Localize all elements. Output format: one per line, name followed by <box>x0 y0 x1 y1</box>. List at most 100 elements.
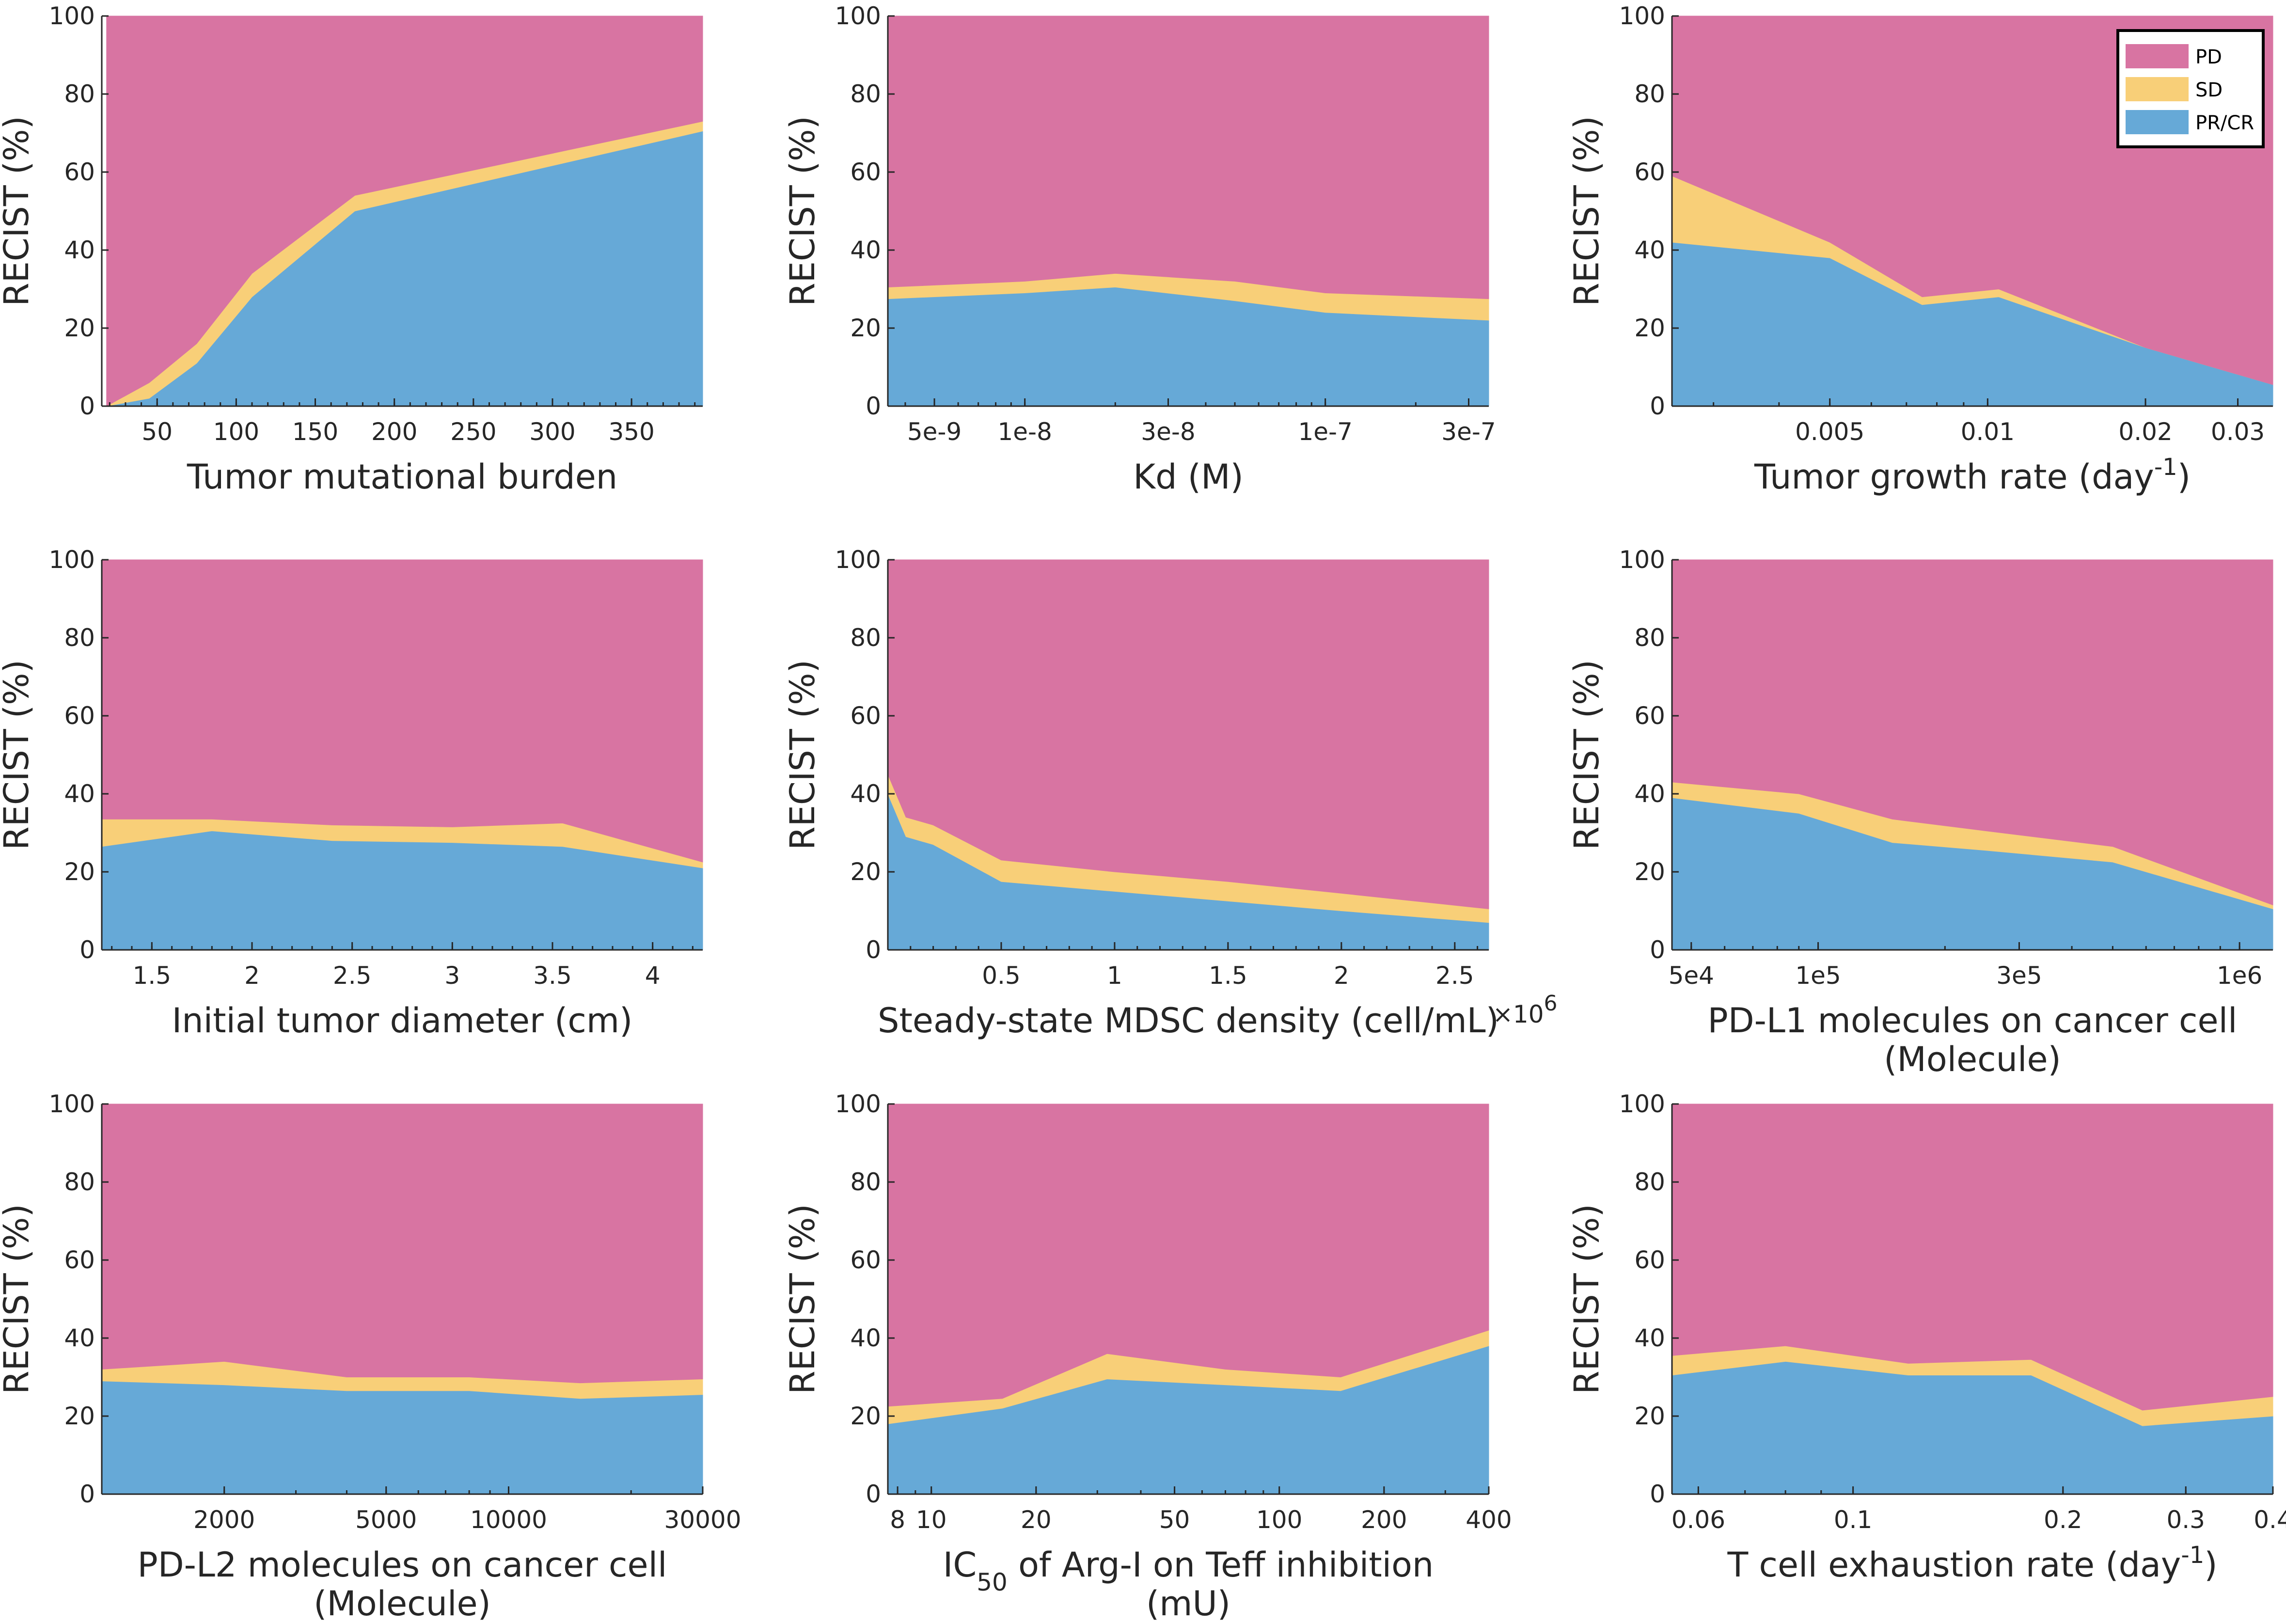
chart-panel-1: 0 20 40 60 80 100 50 100 150 200 250 300 350 RECIST (… <box>0 2 703 497</box>
x-tick-label: 50 <box>142 418 173 446</box>
y-axis-label: RECIST (%) <box>1567 660 1607 850</box>
x-tick-label: 3 <box>444 962 460 990</box>
x-axis-label-superscript: -1 <box>2154 454 2177 481</box>
x-axis-label: Initial tumor diameter (cm) <box>172 1001 633 1041</box>
x-tick-label: 0.02 <box>2118 418 2172 446</box>
y-axis-label: RECIST (%) <box>1567 116 1607 306</box>
y-axis-label: RECIST (%) <box>783 1204 822 1394</box>
y-axis-label: RECIST (%) <box>783 660 822 850</box>
x-tick-label: 2000 <box>193 1506 255 1534</box>
y-tick-label: 20 <box>64 1402 95 1430</box>
legend-swatch-pd <box>2126 44 2189 68</box>
y-tick-label: 0 <box>79 1480 95 1508</box>
chart-panel-3: 0 20 40 60 80 100 0.005 0.01 0.02 0.03 RECIST (%) T… <box>1567 2 2273 497</box>
x-tick-label: 1 <box>1107 962 1122 990</box>
y-tick-label: 80 <box>850 1168 881 1196</box>
x-tick-label: 0.03 <box>2211 418 2265 446</box>
y-tick-label: 100 <box>1619 2 1665 30</box>
x-axis-multiplier: ×106 <box>1493 991 1558 1029</box>
x-tick-label: 0.1 <box>1834 1506 1873 1534</box>
x-axis-label-text: PD-L1 molecules on cancer cell <box>1708 1001 2238 1041</box>
x-axis-label-subscript: 50 <box>977 1568 1008 1596</box>
y-tick-label: 20 <box>850 1402 881 1430</box>
x-axis-label: Steady-state MDSC density (cell/mL) <box>878 1001 1499 1041</box>
chart-panel-2: 0 20 40 60 80 100 5e-9 1e-8 3e-8 1e-7 3e-7 RECIST (… <box>783 2 1496 497</box>
y-tick-label: 80 <box>64 1168 95 1196</box>
area-prcr <box>101 1381 703 1495</box>
x-axis-label: T cell exhaustion rate (day-1) <box>1727 1542 2217 1585</box>
chart-panel-7: 0 20 40 60 80 100 2000 5000 10000 30000 RECIST (%)… <box>0 1090 741 1624</box>
y-tick-label: 60 <box>64 702 95 730</box>
x-tick-label: 20 <box>1021 1506 1052 1534</box>
y-tick-label: 40 <box>64 780 95 808</box>
legend-swatch-sd <box>2126 77 2189 101</box>
x-tick-label: 5e4 <box>1669 962 1714 990</box>
y-tick-label: 40 <box>850 1324 881 1352</box>
y-tick-label: 0 <box>866 1480 881 1508</box>
legend-label-sd: SD <box>2195 79 2223 101</box>
y-tick-label: 100 <box>835 2 881 30</box>
area-pd <box>1671 1104 2273 1411</box>
x-tick-label: 0.3 <box>2166 1506 2205 1534</box>
x-tick-label: 3e-7 <box>1441 418 1496 446</box>
x-tick-label: 10 <box>916 1506 947 1534</box>
area-pd <box>1671 559 2273 906</box>
y-tick-label: 20 <box>64 858 95 886</box>
x-tick-label: 2 <box>1334 962 1349 990</box>
y-tick-label: 100 <box>49 1090 95 1118</box>
y-tick-label: 100 <box>835 1090 881 1118</box>
y-tick-label: 40 <box>1634 1324 1665 1352</box>
x-tick-label: 0.2 <box>2044 1506 2082 1534</box>
x-tick-label: 50 <box>1159 1506 1190 1534</box>
y-tick-label: 20 <box>1634 1402 1665 1430</box>
y-tick-label: 20 <box>64 314 95 342</box>
x-axis-label-line2: (Molecule) <box>314 1584 491 1624</box>
y-tick-label: 40 <box>1634 236 1665 264</box>
area-pd <box>887 559 1489 910</box>
x-axis-label-superscript: -1 <box>2181 1542 2204 1569</box>
y-tick-label: 0 <box>866 392 881 420</box>
y-tick-label: 40 <box>64 236 95 264</box>
x-tick-label: 300 <box>529 418 575 446</box>
x-axis-label: IC50 of Arg-I on Teff inhibition <box>943 1545 1434 1596</box>
y-tick-label: 80 <box>64 80 95 108</box>
y-tick-label: 20 <box>1634 858 1665 886</box>
x-tick-label: 5e-9 <box>907 418 962 446</box>
x-axis-label-prefix: IC <box>943 1545 977 1585</box>
x-axis-label-text: Initial tumor diameter (cm) <box>172 1001 633 1041</box>
chart-panel-4: 0 20 40 60 80 100 1.5 2 2.5 3 3.5 4 RECIST (%) Initia… <box>0 546 703 1041</box>
legend-label-pd: PD <box>2195 46 2222 68</box>
x-tick-label: 1e5 <box>1795 962 1841 990</box>
x-tick-label: 100 <box>213 418 259 446</box>
x-axis-label-text: Tumor growth rate (day <box>1754 457 2154 497</box>
y-axis-label: RECIST (%) <box>1567 1204 1607 1394</box>
y-tick-label: 40 <box>64 1324 95 1352</box>
y-tick-label: 100 <box>1619 1090 1665 1118</box>
x-tick-label: 0.5 <box>982 962 1021 990</box>
y-tick-label: 80 <box>1634 80 1665 108</box>
x-tick-label: 350 <box>608 418 654 446</box>
x-tick-label: 200 <box>371 418 417 446</box>
y-tick-label: 40 <box>1634 780 1665 808</box>
chart-panel-9: 0 20 40 60 80 100 0.06 0.1 0.2 0.3 0.4 RECIST (%) T … <box>1567 1090 2286 1585</box>
y-tick-label: 60 <box>1634 1246 1665 1274</box>
x-axis-multiplier-exponent: 6 <box>1544 991 1558 1016</box>
legend: PD SD PR/CR <box>2116 29 2265 148</box>
x-tick-label: 200 <box>1361 1506 1407 1534</box>
x-tick-label: 1e-7 <box>1298 418 1352 446</box>
y-tick-label: 100 <box>49 546 95 574</box>
area-pd <box>106 16 703 407</box>
x-tick-label: 10000 <box>470 1506 547 1534</box>
area-pd <box>101 1104 703 1384</box>
y-tick-label: 60 <box>850 1246 881 1274</box>
y-tick-label: 0 <box>79 392 95 420</box>
x-axis-multiplier-base: ×10 <box>1493 1000 1544 1028</box>
area-pd <box>887 16 1489 300</box>
x-tick-label: 3e-8 <box>1141 418 1195 446</box>
y-tick-label: 100 <box>835 546 881 574</box>
chart-panel-5: 0 20 40 60 80 100 0.5 1 1.5 2 2.5 RECIST (%) Steady-… <box>783 546 1558 1041</box>
y-tick-label: 40 <box>850 236 881 264</box>
x-axis-label-suffix: ) <box>2177 457 2191 497</box>
y-tick-label: 80 <box>850 80 881 108</box>
